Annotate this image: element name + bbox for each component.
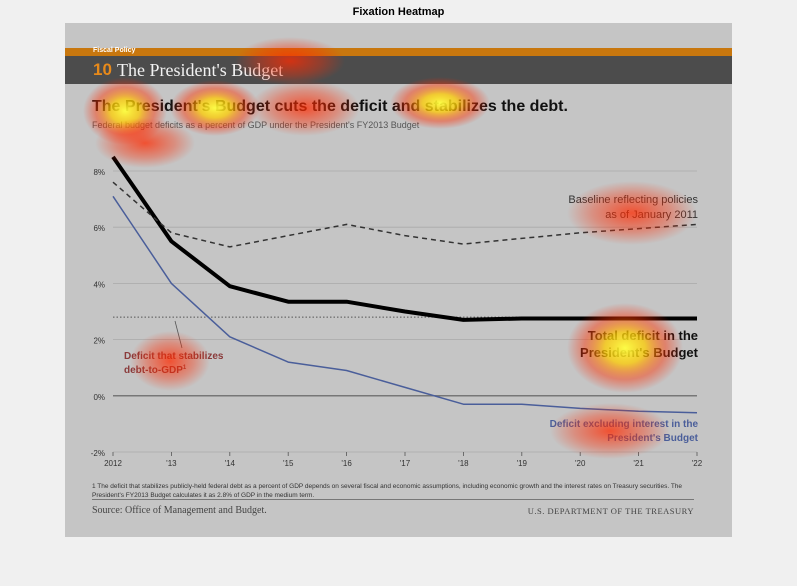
x-tick-label: '16 xyxy=(341,459,352,468)
x-tick-label: '21 xyxy=(633,459,644,468)
stabilizes-pointer xyxy=(174,320,183,349)
annotation-baseline-line2: as of January 2011 xyxy=(605,209,698,221)
x-tick-label: '17 xyxy=(400,459,411,468)
deficit-line-chart: -2% 0% 2% 4% 6% 8% 2012 '13 '14 '15 '16 '17 '18 '19 '2… xyxy=(91,155,703,468)
x-tick-label: '19 xyxy=(517,459,528,468)
section-accent-bar xyxy=(65,48,732,56)
source-credit: Source: Office of Management and Budget. xyxy=(92,505,267,516)
series-line-2 xyxy=(112,195,698,414)
series-line-0 xyxy=(111,155,697,322)
annotation-baseline-line1: Baseline reflecting policies xyxy=(568,194,698,206)
x-tick-label: '18 xyxy=(458,459,469,468)
y-tick-label: 2% xyxy=(93,337,105,346)
x-tick-label: '14 xyxy=(225,459,236,468)
figure-title: Fixation Heatmap xyxy=(352,6,445,18)
x-tick-label: 2012 xyxy=(104,459,122,468)
chart-ticks: -2% 0% 2% 4% 6% 8% 2012 '13 '14 '15 '16 '17 '18 '19 '2… xyxy=(91,168,703,468)
series-line-1 xyxy=(112,181,698,248)
annotation-stabilizes-sup: 1 xyxy=(183,365,187,371)
annotation-stabilizes-line1: Deficit that stabilizes xyxy=(124,351,224,362)
annotation-stabilizes-line2: debt-to-GDP xyxy=(124,365,183,376)
annotation-stabilizes-line2-group: debt-to-GDP1 xyxy=(124,365,187,376)
section-number: 10 xyxy=(93,60,112,79)
x-tick-label: '15 xyxy=(283,459,294,468)
y-tick-label: 0% xyxy=(93,393,105,402)
source-divider xyxy=(92,499,694,500)
x-tick-label: '22 xyxy=(692,459,703,468)
y-tick-label: 6% xyxy=(93,224,105,233)
annotation-excl-line2: President's Budget xyxy=(607,433,698,444)
y-tick-label: 4% xyxy=(93,280,105,289)
footnote: 1 The deficit that stabilizes publicly-h… xyxy=(92,483,683,499)
section-label: Fiscal Policy xyxy=(93,47,136,54)
agency-credit: U.S. DEPARTMENT OF THE TREASURY xyxy=(527,506,694,516)
x-tick-label: '20 xyxy=(575,459,586,468)
annotation-total-line2: President's Budget xyxy=(580,345,699,360)
annotation-excl-line1: Deficit excluding interest in the xyxy=(550,419,699,430)
infographic-panel: Fiscal Policy 10 The President's Budget … xyxy=(65,23,732,537)
x-tick-label: '13 xyxy=(166,459,177,468)
y-tick-label: 8% xyxy=(93,168,105,177)
y-tick-label: -2% xyxy=(91,449,105,458)
annotation-total-line1: Total deficit in the xyxy=(588,328,698,343)
